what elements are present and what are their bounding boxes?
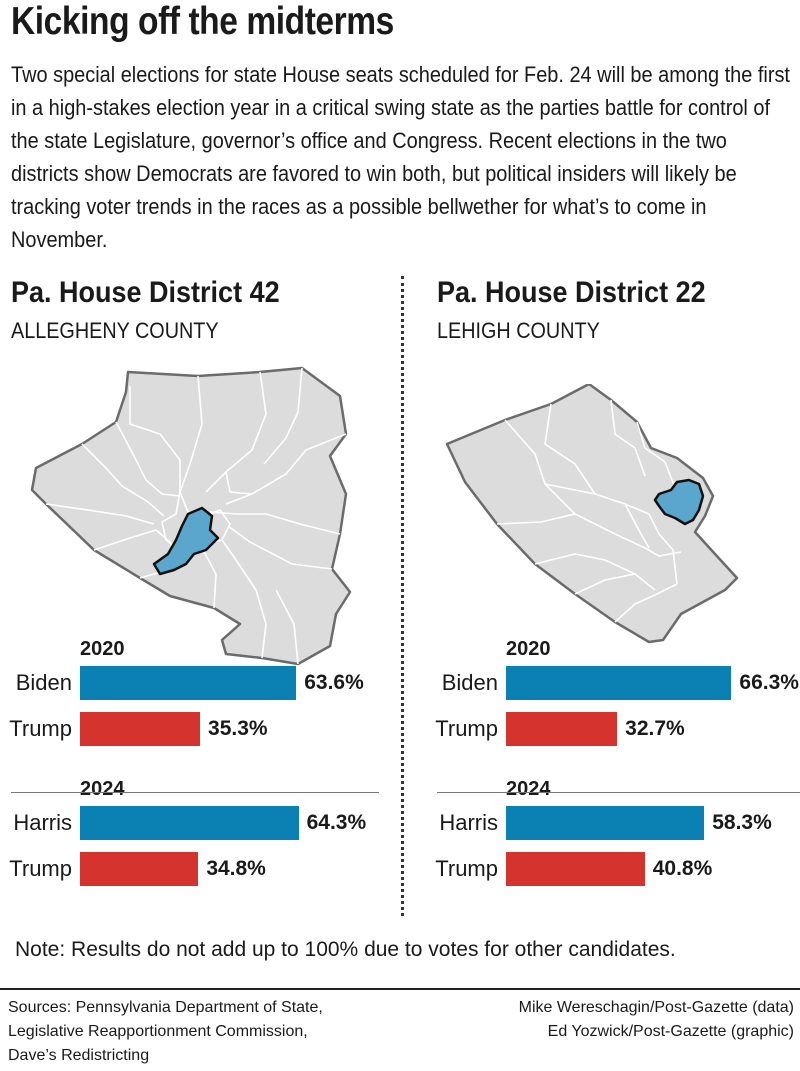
sources-line: Legislative Reapportionment Commission,	[8, 1023, 308, 1040]
district-title: Pa. House District 22	[437, 276, 706, 309]
candidate-label: Biden	[15, 670, 72, 695]
graphic-title: Kicking off the midterms	[11, 0, 394, 43]
district-22-panel: Pa. House District 22 LEHIGH COUNTY 2020…	[435, 272, 800, 932]
year-label: 2020	[506, 638, 551, 660]
district-title: Pa. House District 42	[11, 276, 280, 309]
credit-line: Mike Wereschagin/Post-Gazette (data)	[518, 999, 794, 1016]
candidate-label: Harris	[439, 810, 498, 835]
candidate-label: Trump	[9, 856, 72, 881]
candidate-label: Trump	[435, 856, 498, 881]
county-outline	[445, 384, 739, 644]
sources-credit: Sources: Pennsylvania Department of Stat…	[8, 996, 323, 1068]
vote-share-value: 63.6%	[304, 671, 364, 694]
year-separator	[437, 792, 800, 793]
year-separator	[11, 792, 379, 793]
vote-share-bar	[506, 806, 705, 840]
year-label: 2024	[506, 778, 551, 800]
vote-share-bar	[506, 666, 732, 700]
vote-share-bar	[506, 712, 618, 746]
footnote: Note: Results do not add up to 100% due …	[15, 938, 676, 961]
district-42-panel: Pa. House District 42 ALLEGHENY COUNTY	[9, 272, 391, 932]
vote-share-bar	[80, 806, 299, 840]
vote-share-value: 40.8%	[652, 857, 713, 880]
vote-share-bar	[506, 852, 645, 886]
allegheny-county-map	[30, 366, 352, 666]
vote-share-value: 66.3%	[739, 671, 799, 694]
district-42-shape	[152, 506, 220, 576]
lehigh-county-map	[445, 384, 739, 644]
candidate-label: Trump	[435, 716, 498, 741]
vote-share-value: 64.3%	[306, 811, 367, 834]
vote-share-value: 32.7%	[625, 717, 685, 740]
county-name: LEHIGH COUNTY	[437, 318, 600, 343]
county-name: ALLEGHENY COUNTY	[11, 318, 219, 343]
panel-divider	[401, 276, 404, 916]
footer-rule	[0, 988, 800, 990]
sources-line: Sources: Pennsylvania Department of Stat…	[8, 999, 323, 1016]
vote-share-bar	[80, 852, 199, 886]
candidate-label: Trump	[9, 716, 72, 741]
vote-share-bar	[80, 666, 297, 700]
byline-credit: Mike Wereschagin/Post-Gazette (data) Ed …	[519, 996, 794, 1044]
vote-share-value: 34.8%	[206, 857, 266, 880]
vote-share-bar	[80, 712, 201, 746]
credit-line: Ed Yozwick/Post-Gazette (graphic)	[547, 1023, 794, 1040]
vote-share-value: 35.3%	[208, 717, 268, 740]
district-22-shape	[653, 478, 705, 526]
year-label: 2020	[80, 638, 125, 660]
sources-line: Dave’s Redistricting	[8, 1047, 150, 1064]
year-label: 2024	[80, 778, 125, 800]
candidate-label: Harris	[13, 810, 72, 835]
candidate-label: Biden	[441, 670, 498, 695]
intro-text: Two special elections for state House se…	[11, 62, 790, 252]
vote-share-value: 58.3%	[712, 811, 772, 834]
